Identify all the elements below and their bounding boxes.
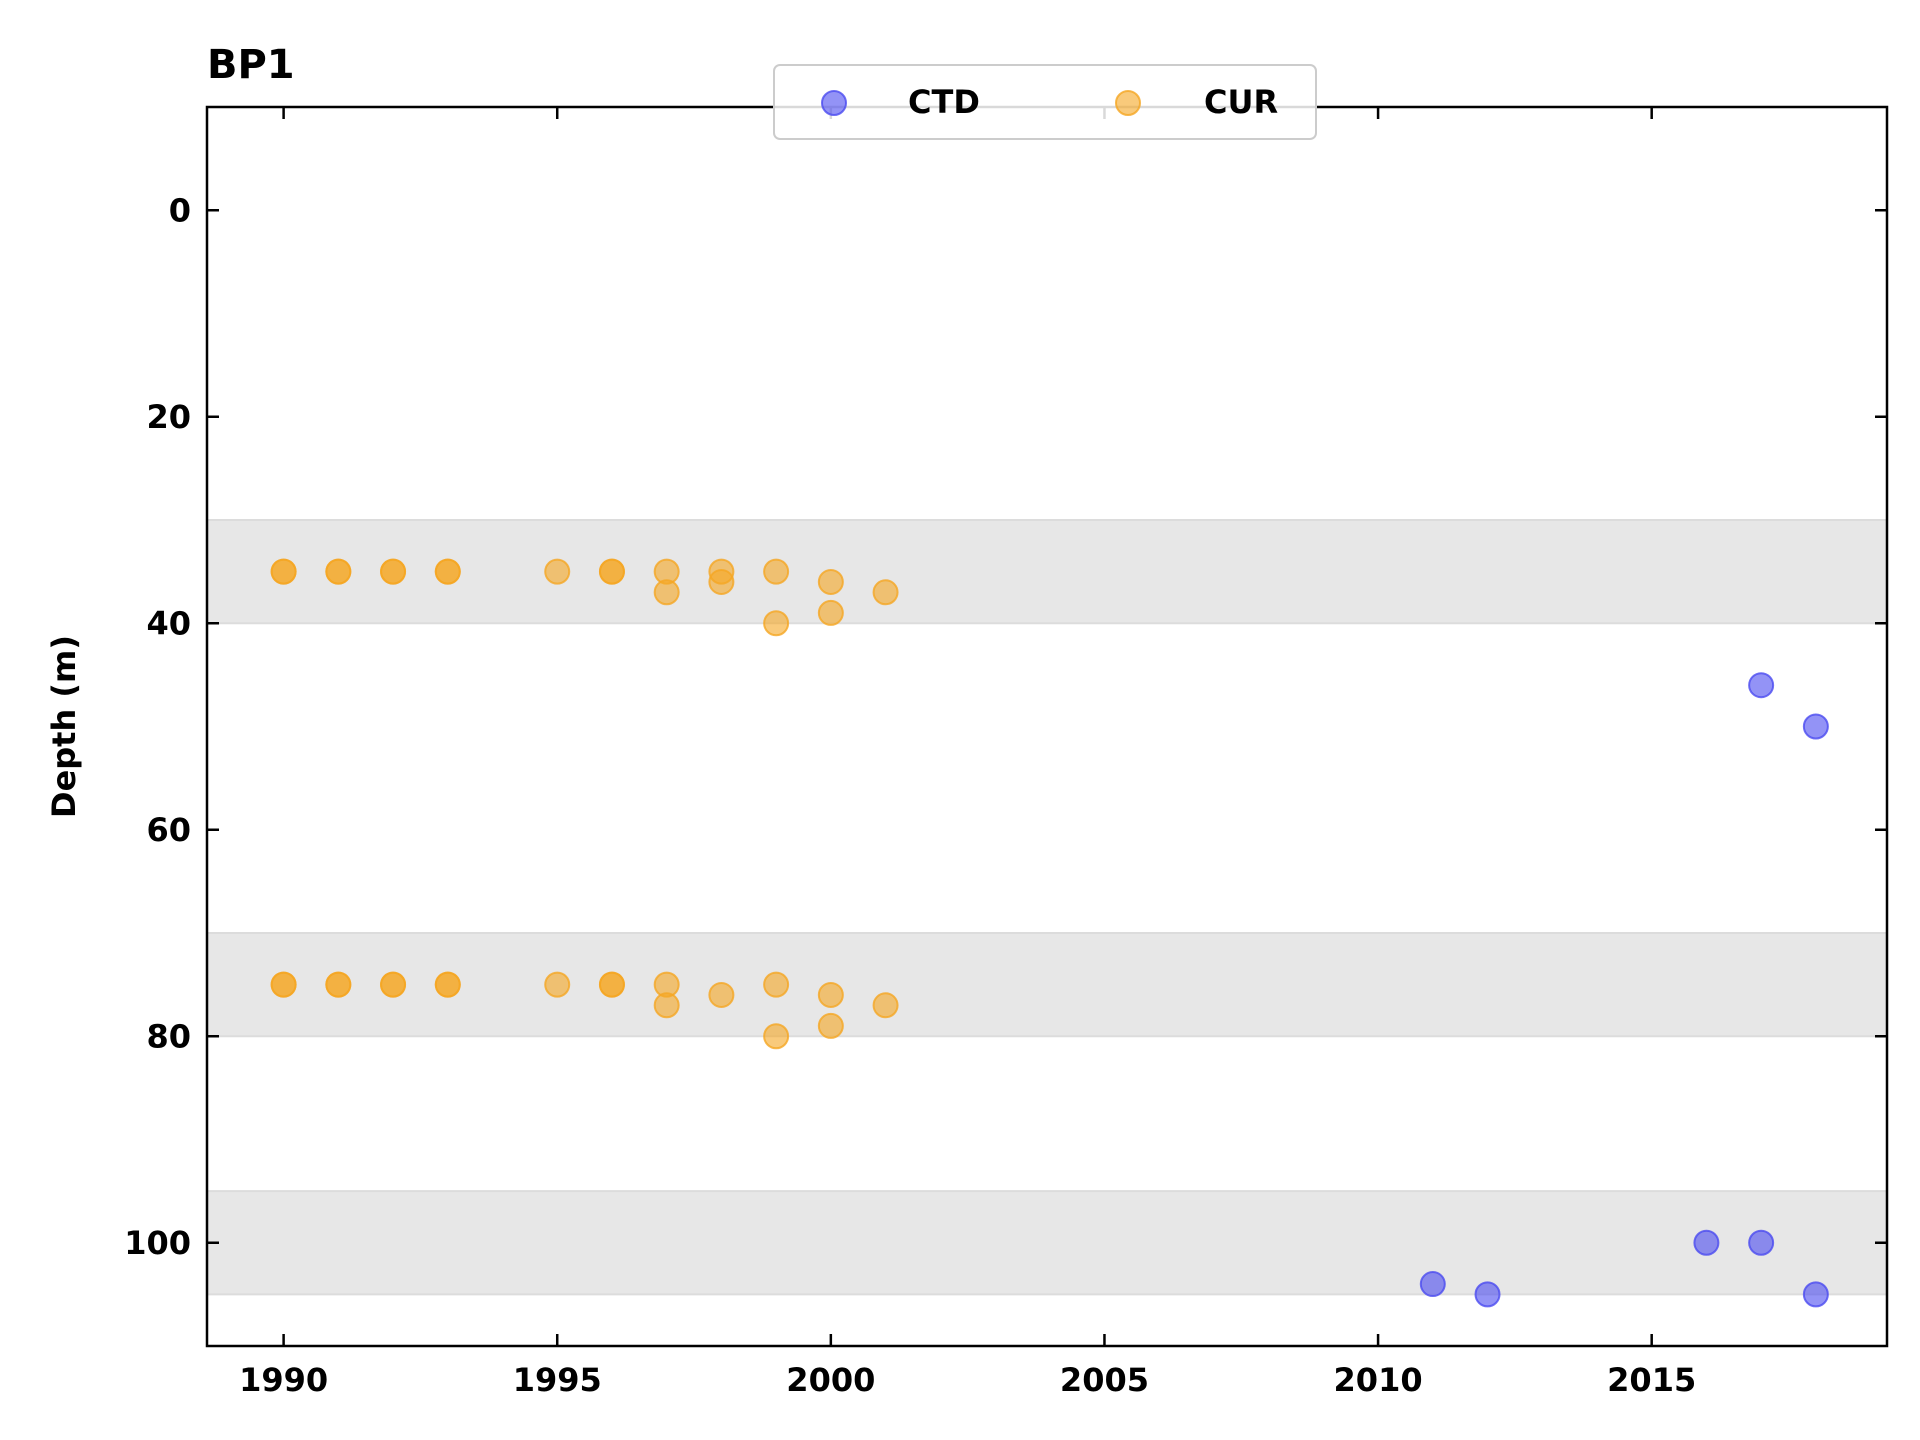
cur-point <box>325 558 352 585</box>
cur-point <box>270 558 297 585</box>
cur-point <box>763 558 790 585</box>
cur-point <box>380 971 407 998</box>
cur-point <box>434 971 461 998</box>
cur-point <box>544 971 571 998</box>
ctd-point <box>1802 713 1829 740</box>
x-tick-label: 2000 <box>786 1361 875 1399</box>
x-tick-label: 2015 <box>1607 1361 1696 1399</box>
cur-point <box>817 981 844 1008</box>
legend: CTD CUR <box>773 64 1317 140</box>
cur-point <box>544 558 571 585</box>
shaded-band-1 <box>206 932 1888 1038</box>
ctd-point <box>1802 1281 1829 1308</box>
axis-ticks <box>207 107 1887 1346</box>
cur-point <box>653 579 680 606</box>
cur-point <box>325 971 352 998</box>
y-tick-label: 40 <box>146 604 191 642</box>
cur-point <box>817 1012 844 1039</box>
cur-point <box>708 568 735 595</box>
ctd-point <box>1693 1229 1720 1256</box>
cur-point <box>817 568 844 595</box>
cur-point <box>763 1023 790 1050</box>
cur-point <box>598 971 625 998</box>
cur-point <box>380 558 407 585</box>
y-tick-label: 60 <box>146 811 191 849</box>
cur-point <box>434 558 461 585</box>
cur-point <box>872 579 899 606</box>
cur-point <box>872 992 899 1019</box>
shaded-band-0 <box>206 519 1888 625</box>
x-tick-label: 1990 <box>239 1361 328 1399</box>
chart-title: BP1 <box>207 42 295 88</box>
y-axis-title: Depth (m) <box>45 635 83 818</box>
ctd-point <box>1419 1271 1446 1298</box>
x-tick-label: 2010 <box>1334 1361 1423 1399</box>
cur-point <box>598 558 625 585</box>
ctd-point <box>1748 672 1775 699</box>
legend-label-cur: CUR <box>1204 83 1278 121</box>
legend-box <box>773 64 1317 140</box>
cur-point <box>270 971 297 998</box>
y-tick-label: 80 <box>146 1017 191 1055</box>
axis-tick-labels: 0 20 40 60 80 100 1990 1995 2000 2005 2010 2015 <box>124 191 1696 1399</box>
ctd-point <box>1748 1229 1775 1256</box>
cur-point <box>763 610 790 637</box>
cur-point <box>817 599 844 626</box>
y-tick-label: 0 <box>169 191 191 229</box>
y-tick-label: 20 <box>146 398 191 436</box>
cur-point <box>653 992 680 1019</box>
shaded-bands <box>206 519 1888 1296</box>
legend-label-ctd: CTD <box>908 83 980 121</box>
legend-marker-cur <box>1115 90 1141 116</box>
ctd-point <box>1474 1281 1501 1308</box>
data-points <box>270 558 1829 1308</box>
y-tick-label: 100 <box>124 1224 191 1262</box>
legend-marker-ctd <box>821 90 847 116</box>
x-tick-label: 2005 <box>1060 1361 1149 1399</box>
x-tick-label: 1995 <box>513 1361 602 1399</box>
cur-point <box>763 971 790 998</box>
cur-point <box>708 981 735 1008</box>
shaded-band-2 <box>206 1190 1888 1296</box>
